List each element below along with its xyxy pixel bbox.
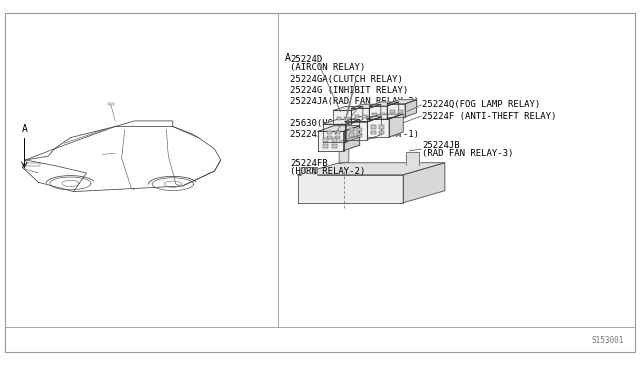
Polygon shape	[344, 126, 360, 151]
Polygon shape	[351, 104, 381, 108]
Polygon shape	[406, 152, 419, 164]
Bar	[390, 110, 395, 113]
Text: 25224GA(CLUTCH RELAY): 25224GA(CLUTCH RELAY)	[290, 75, 403, 84]
Text: A: A	[285, 53, 291, 62]
Text: 25224JA(RAD FAN RELAY-2): 25224JA(RAD FAN RELAY-2)	[290, 97, 419, 106]
Text: 25224D: 25224D	[290, 55, 322, 64]
Bar	[379, 125, 384, 129]
Text: A: A	[21, 124, 28, 134]
Text: (HORN RELAY-2): (HORN RELAY-2)	[290, 167, 365, 176]
Bar	[344, 117, 349, 120]
Polygon shape	[405, 100, 417, 117]
Polygon shape	[369, 104, 381, 121]
Bar	[357, 133, 362, 137]
Bar	[327, 136, 332, 139]
Polygon shape	[367, 114, 403, 119]
Polygon shape	[339, 140, 349, 164]
Polygon shape	[387, 102, 399, 119]
Bar	[357, 128, 362, 131]
Polygon shape	[387, 100, 417, 104]
Text: 25224G (INHIBIT RELAY): 25224G (INHIBIT RELAY)	[290, 86, 408, 95]
Text: 25630(HORN RELAY): 25630(HORN RELAY)	[290, 119, 381, 128]
Text: 25224J (RAD FAN RELAY-1): 25224J (RAD FAN RELAY-1)	[290, 130, 419, 139]
Text: 25224FB: 25224FB	[290, 159, 328, 168]
Polygon shape	[369, 102, 399, 106]
Bar	[355, 115, 359, 118]
Bar	[372, 113, 377, 115]
Polygon shape	[403, 163, 445, 203]
Bar	[371, 125, 376, 129]
Bar	[327, 131, 332, 134]
Bar	[332, 138, 337, 142]
Text: 25224F (ANTI-THEFT RELAY): 25224F (ANTI-THEFT RELAY)	[422, 112, 557, 121]
Bar	[335, 131, 340, 134]
Polygon shape	[323, 119, 360, 124]
Bar	[335, 136, 340, 139]
Polygon shape	[298, 175, 403, 203]
Polygon shape	[333, 106, 363, 110]
Polygon shape	[367, 117, 381, 140]
Polygon shape	[301, 167, 317, 175]
Bar	[371, 131, 376, 134]
Bar	[332, 144, 337, 148]
Polygon shape	[318, 131, 344, 151]
Bar	[337, 117, 341, 120]
Polygon shape	[323, 124, 346, 142]
Bar	[323, 138, 328, 142]
Polygon shape	[351, 108, 369, 121]
Polygon shape	[319, 134, 400, 144]
Bar	[379, 131, 384, 134]
Bar	[362, 115, 367, 118]
Bar	[349, 128, 354, 131]
Polygon shape	[387, 104, 405, 117]
Bar	[349, 133, 354, 137]
Polygon shape	[345, 122, 367, 140]
Polygon shape	[298, 163, 445, 175]
Polygon shape	[333, 110, 351, 124]
Bar	[398, 110, 403, 113]
Text: (RAD FAN RELAY-3): (RAD FAN RELAY-3)	[422, 149, 514, 158]
Polygon shape	[345, 117, 381, 122]
Text: (AIRCON RELAY): (AIRCON RELAY)	[290, 63, 365, 72]
Text: S153001: S153001	[591, 336, 624, 345]
Text: 25224JB: 25224JB	[422, 141, 460, 150]
Polygon shape	[351, 106, 363, 124]
Polygon shape	[367, 119, 389, 137]
Polygon shape	[318, 126, 360, 131]
Bar	[380, 113, 385, 115]
Text: 25224Q(FOG LAMP RELAY): 25224Q(FOG LAMP RELAY)	[422, 100, 541, 109]
Bar	[323, 144, 328, 148]
Polygon shape	[369, 106, 387, 119]
Polygon shape	[346, 119, 360, 142]
Bar	[26, 163, 40, 166]
Bar	[108, 103, 114, 105]
Polygon shape	[389, 114, 403, 137]
